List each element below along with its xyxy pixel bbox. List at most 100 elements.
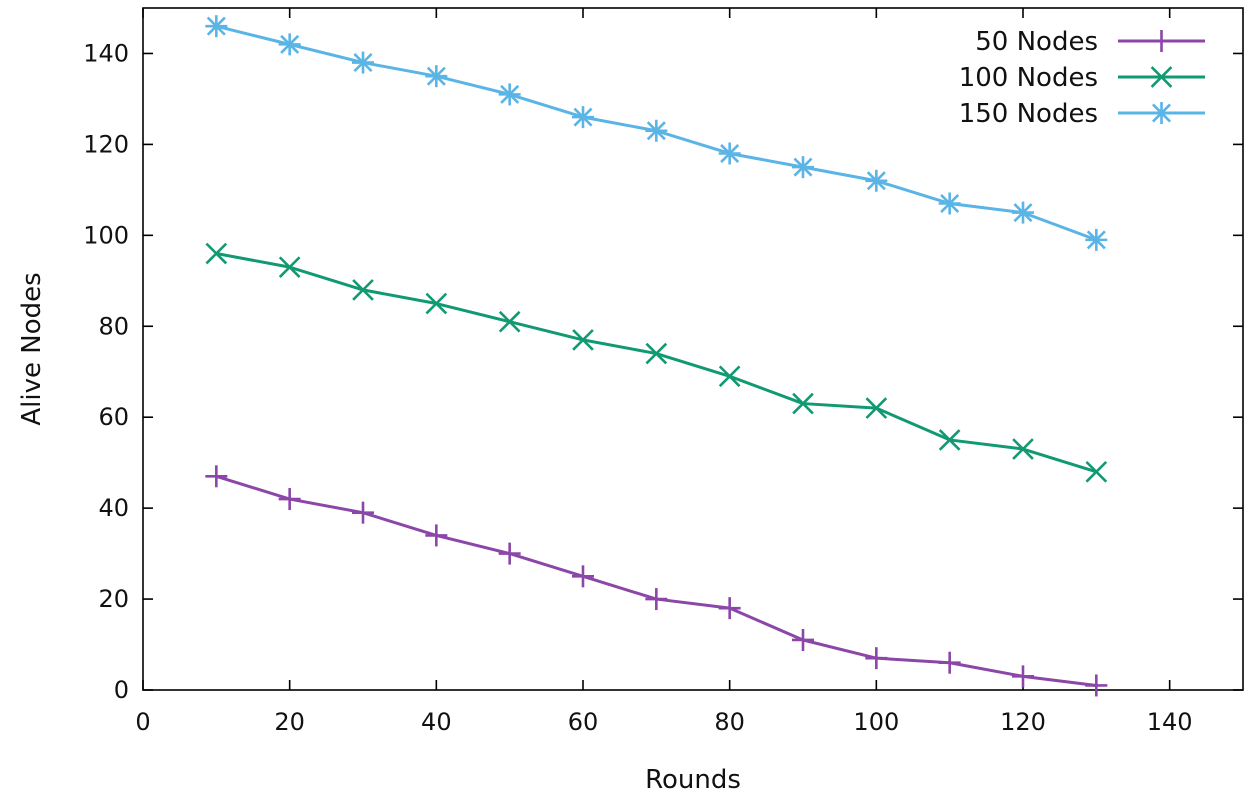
x-axis-title: Rounds [645, 765, 741, 795]
x-tick-label: 140 [1147, 708, 1193, 736]
data-point-d2 [718, 365, 741, 388]
data-point-d2 [865, 397, 888, 419]
data-point-d2 [278, 256, 301, 278]
x-tick-label: 0 [135, 708, 150, 736]
y-tick-label: 0 [114, 676, 129, 704]
legend: 50 Nodes 100 Nodes 150 Nodes [959, 27, 1205, 129]
data-point [865, 397, 888, 419]
data-point-d2 [1085, 460, 1108, 483]
data-point-d2 [1086, 230, 1106, 250]
data-point [1085, 228, 1108, 251]
data-point [572, 565, 594, 588]
data-point-d2 [425, 292, 448, 315]
data-point-d2 [353, 53, 373, 73]
data-point-d2 [1012, 438, 1034, 460]
data-point [352, 501, 374, 524]
series-1 [205, 465, 1108, 697]
data-point [498, 542, 521, 565]
series-3 [205, 15, 1108, 251]
y-tick-label: 20 [98, 585, 129, 613]
legend-label: 100 Nodes [959, 63, 1098, 93]
legend-marker [1150, 30, 1173, 52]
legend-label: 50 Nodes [975, 27, 1098, 57]
data-point-d2 [426, 66, 446, 86]
plot-frame [142, 7, 1244, 691]
legend-item: 150 Nodes [959, 99, 1205, 129]
legend-item: 100 Nodes [959, 63, 1205, 93]
data-point [498, 310, 521, 333]
x-axis-ticks: 0 20 40 60 80 100 120 140 [135, 8, 1193, 736]
data-point [278, 33, 301, 56]
data-point [278, 256, 301, 278]
data-point-d2 [1013, 203, 1033, 223]
data-point [865, 647, 888, 670]
data-point-d2 [205, 242, 228, 265]
data-point-d2 [793, 157, 813, 177]
series-line [216, 252, 1097, 474]
y-tick-label: 60 [98, 403, 129, 431]
data-point [278, 488, 301, 511]
legend-marker-d2 [1150, 66, 1173, 88]
data-point [205, 242, 228, 265]
data-point-d2 [645, 342, 668, 365]
data-point [572, 106, 594, 129]
data-point-d2 [498, 310, 521, 333]
data-point-d2 [866, 171, 886, 191]
data-point-d2 [940, 194, 960, 214]
series-line [215, 474, 1097, 687]
x-tick-label: 20 [274, 708, 305, 736]
data-point [1085, 460, 1108, 483]
data-point-d2 [500, 84, 520, 104]
data-point [1012, 438, 1034, 460]
data-point [425, 292, 448, 315]
data-point [938, 651, 961, 674]
data-point [865, 169, 888, 192]
data-point [572, 329, 594, 351]
legend-marker [1150, 102, 1173, 124]
x-tick-label: 120 [1000, 708, 1046, 736]
series-2 [205, 242, 1108, 483]
data-point [1085, 674, 1108, 697]
data-point [938, 429, 961, 451]
y-tick-label: 120 [83, 130, 129, 158]
data-point [1012, 665, 1034, 688]
data-point [718, 142, 741, 165]
data-point-d2 [573, 107, 593, 127]
data-point-d2 [720, 143, 740, 163]
data-point-d2 [792, 392, 814, 415]
data-point [645, 588, 668, 611]
data-point [205, 15, 228, 38]
data-point-d2 [938, 429, 961, 451]
legend-item: 50 Nodes [975, 27, 1205, 57]
data-point-d2 [352, 279, 374, 301]
data-point [792, 392, 814, 415]
data-point [718, 597, 741, 620]
series-layer [205, 15, 1108, 697]
legend-marker-d2 [1152, 103, 1171, 123]
data-point [1012, 201, 1034, 224]
data-point [352, 279, 374, 301]
legend-marker [1150, 66, 1173, 88]
legend-label: 150 Nodes [959, 99, 1098, 129]
data-point [792, 156, 814, 179]
y-tick-label: 100 [83, 221, 129, 249]
data-point [645, 342, 668, 365]
data-point [425, 524, 448, 547]
y-axis-title: Alive Nodes [17, 272, 47, 425]
plot-border [142, 7, 1244, 691]
data-point [498, 83, 521, 106]
data-point [938, 192, 961, 215]
data-point-d2 [646, 121, 666, 141]
data-point [718, 365, 741, 388]
data-point [352, 51, 374, 74]
data-point [425, 65, 448, 88]
y-tick-label: 140 [83, 39, 129, 67]
x-tick-label: 80 [714, 708, 745, 736]
y-axis-ticks: 0 20 40 60 80 100 120 140 [83, 39, 1243, 704]
data-point-d2 [280, 34, 300, 54]
x-tick-label: 100 [853, 708, 899, 736]
x-tick-label: 60 [568, 708, 599, 736]
x-tick-label: 40 [421, 708, 452, 736]
data-point [792, 628, 814, 651]
